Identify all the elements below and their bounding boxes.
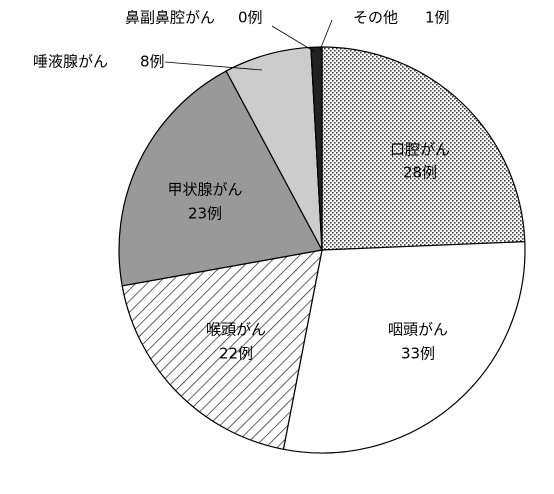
slice-value-label: 22例 <box>219 345 253 363</box>
slice-label: その他 <box>353 9 398 27</box>
pie-slice <box>118 70 323 287</box>
slice-value-label: 8例 <box>140 53 165 71</box>
slice-label: 咽頭がん <box>388 321 448 339</box>
leader-line <box>164 61 263 71</box>
leader-line <box>271 25 316 53</box>
slice-label: 唾液腺がん <box>33 53 108 71</box>
slice-label: 喉頭がん <box>206 321 266 339</box>
slice-value-label: 23例 <box>188 205 222 223</box>
pie-slice <box>321 46 526 251</box>
pie-slice <box>310 46 323 251</box>
leader-line <box>319 19 333 51</box>
slice-label: 口腔がん <box>390 141 450 159</box>
slice-label: 甲状腺がん <box>167 181 242 199</box>
slice-value-label: 33例 <box>401 345 435 363</box>
slice-value-label: 1例 <box>425 9 450 27</box>
slice-value-label: 0例 <box>238 9 263 27</box>
pie-slice <box>282 241 526 454</box>
slice-label: 鼻副鼻腔がん <box>125 9 215 27</box>
slice-value-label: 28例 <box>403 164 437 182</box>
pie-slice <box>121 249 323 451</box>
